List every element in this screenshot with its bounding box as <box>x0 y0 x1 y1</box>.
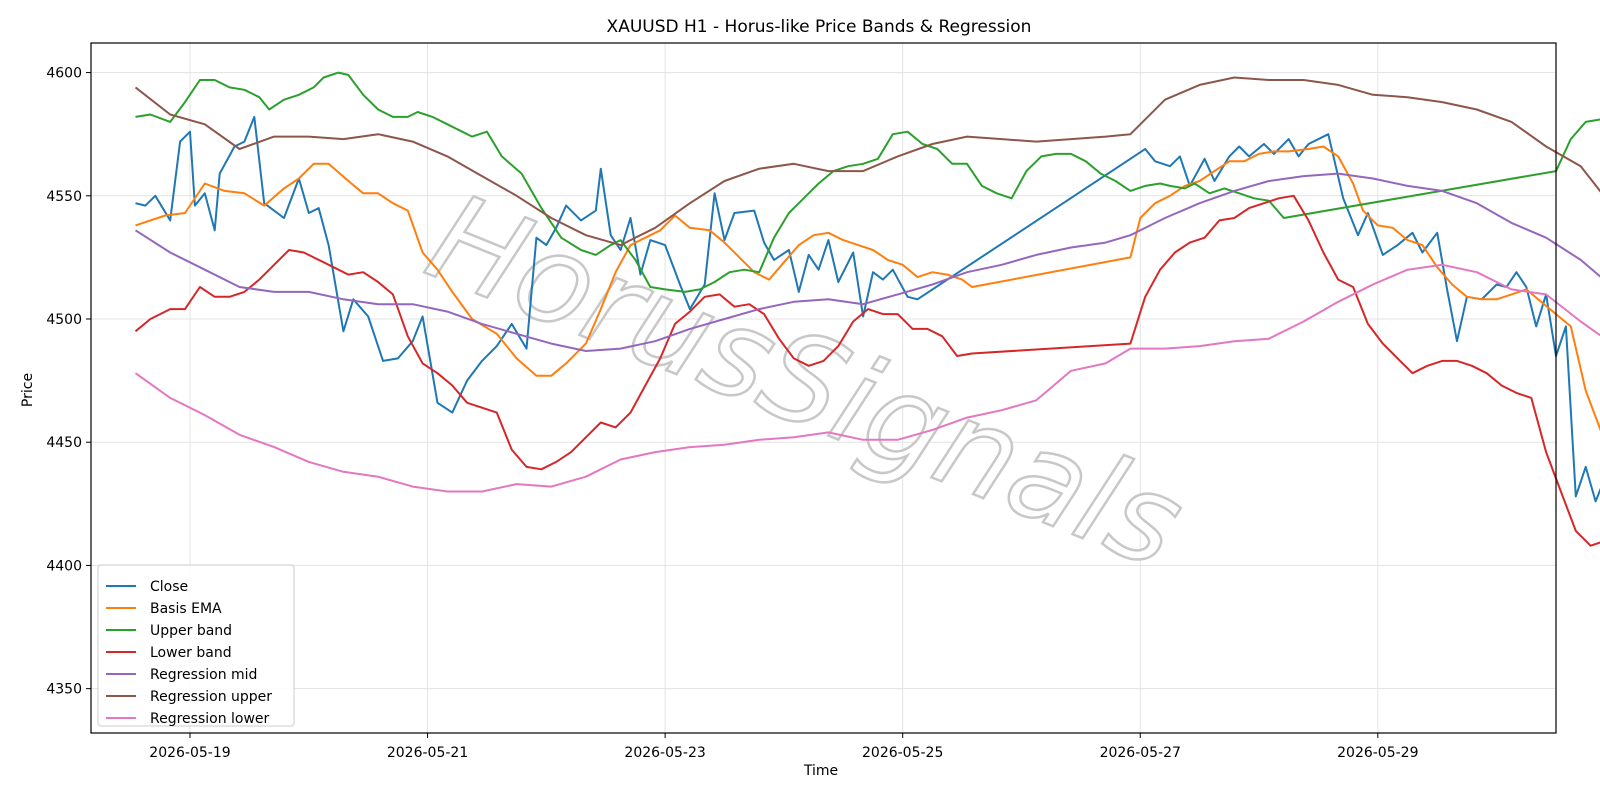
y-tick-label: 4600 <box>46 66 82 82</box>
y-tick-label: 4400 <box>46 558 82 574</box>
x-tick-label: 2026-05-19 <box>149 745 230 761</box>
legend-label-lower-band: Lower band <box>150 645 232 661</box>
y-tick-label: 4350 <box>46 682 82 698</box>
x-tick-label: 2026-05-29 <box>1337 745 1418 761</box>
series-line-regression-upper <box>134 76 1600 247</box>
series-line-regression-lower <box>134 263 1600 493</box>
y-axis-label: Price <box>20 373 36 407</box>
series-line-upper-band <box>135 71 1600 293</box>
legend-label-regression-upper: Regression upper <box>150 689 272 705</box>
x-tick-label: 2026-05-23 <box>624 745 705 761</box>
series-line-basis-ema <box>135 145 1600 431</box>
legend-label-regression-lower: Regression lower <box>150 711 270 727</box>
x-tick-label: 2026-05-27 <box>1100 745 1181 761</box>
series-line-close <box>135 115 1600 503</box>
plot-frame <box>90 42 1557 734</box>
legend-label-close: Close <box>150 579 188 595</box>
legend-label-upper-band: Upper band <box>150 623 232 639</box>
chart-title: XAUUSD H1 - Horus-like Price Bands & Reg… <box>607 17 1032 37</box>
x-axis-label: Time <box>803 763 838 779</box>
axis-ticks: 2026-05-19 2026-05-21 2026-05-23 2026-05-25… <box>46 66 1418 761</box>
grid <box>91 43 1556 733</box>
series-lines <box>134 71 1600 547</box>
series-line-lower-band <box>134 194 1600 547</box>
legend-label-basis-ema: Basis EMA <box>150 601 222 617</box>
legend: Close Basis EMA Upper band Lower band Regres… <box>97 564 295 727</box>
x-tick-label: 2026-05-21 <box>387 745 468 761</box>
x-tick-label: 2026-05-25 <box>862 745 943 761</box>
y-tick-label: 4550 <box>46 189 82 205</box>
legend-box <box>97 564 295 727</box>
series-line-regression-mid <box>134 172 1600 352</box>
legend-label-regression-mid: Regression mid <box>150 667 257 683</box>
y-tick-label: 4500 <box>46 312 82 328</box>
y-tick-label: 4450 <box>46 435 82 451</box>
